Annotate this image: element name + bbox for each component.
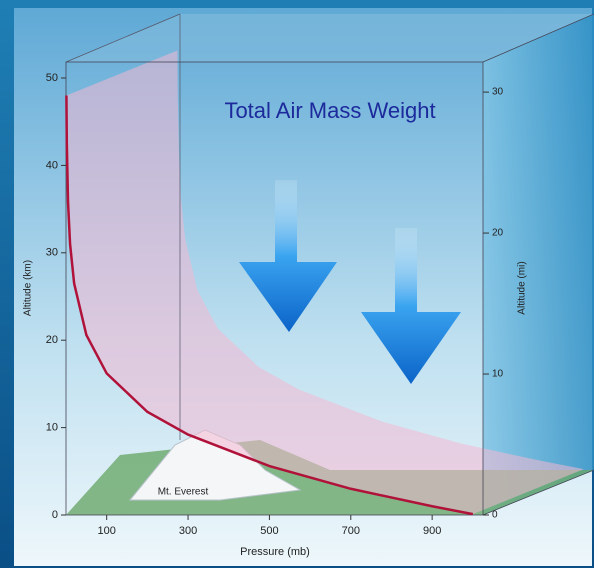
y2-axis-label: Altitude (mi): [517, 261, 528, 314]
y2-tick-label: 30: [492, 87, 504, 98]
y2-tick-label: 20: [492, 228, 504, 239]
annotation: Mt. Everest: [158, 487, 209, 498]
y2-tick-label: 0: [492, 510, 498, 521]
y-tick-label: 20: [46, 334, 58, 346]
y-tick-label: 10: [46, 422, 58, 434]
y-tick-label: 0: [52, 509, 58, 521]
chart-title: Total Air Mass Weight: [224, 98, 435, 123]
x-tick-label: 900: [423, 525, 441, 537]
y2-tick-label: 10: [492, 369, 504, 380]
x-tick-label: 700: [342, 525, 360, 537]
y-axis-label: Altitude (km): [23, 260, 34, 316]
y-tick-label: 30: [46, 247, 58, 259]
y-tick-label: 40: [46, 159, 58, 171]
y-tick-label: 50: [46, 72, 58, 84]
x-tick-label: 300: [179, 525, 197, 537]
x-tick-label: 100: [98, 525, 116, 537]
x-tick-label: 500: [260, 525, 278, 537]
chart: Total Air Mass Weight Mt. Everest Pressu…: [0, 0, 594, 568]
x-axis-label: Pressure (mb): [240, 546, 310, 558]
